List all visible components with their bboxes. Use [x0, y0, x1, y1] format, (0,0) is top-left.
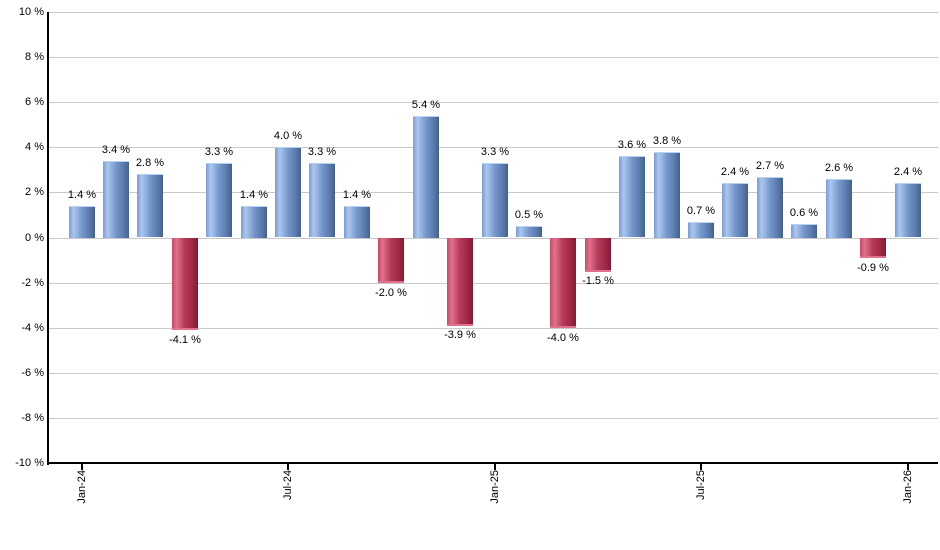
bar-value-label: -4.1 %	[169, 334, 201, 346]
y-axis-tick-label: 0 %	[25, 232, 44, 244]
y-axis-tick-label: 4 %	[25, 141, 44, 153]
y-axis-tick-label: -6 %	[21, 367, 44, 379]
bar-value-label: 3.3 %	[204, 146, 234, 158]
bar-value-label: -2.0 %	[375, 287, 407, 299]
gridline	[49, 418, 938, 419]
bar	[172, 238, 198, 330]
bar-value-label: -0.9 %	[857, 262, 889, 274]
bar	[413, 116, 439, 238]
bar-value-label: -3.9 %	[444, 329, 476, 341]
x-axis-tick-label: Jan-24	[76, 470, 88, 504]
bar	[654, 152, 680, 238]
gridline	[49, 147, 938, 148]
bar	[826, 179, 852, 238]
bar	[69, 206, 95, 238]
gridline	[49, 12, 938, 13]
bar	[344, 206, 370, 238]
bar-value-label: -1.5 %	[582, 275, 614, 287]
bar-value-label: 5.4 %	[411, 99, 441, 111]
bar-value-label: 3.3 %	[480, 146, 510, 158]
bar	[722, 183, 748, 237]
bar	[378, 238, 404, 283]
x-axis-tick	[494, 464, 496, 470]
bar-value-label: 3.6 %	[617, 139, 647, 151]
bar-value-label: -4.0 %	[547, 332, 579, 344]
y-axis-tick-label: 8 %	[25, 51, 44, 63]
bar-value-label: 2.7 %	[755, 160, 785, 172]
y-axis-tick-label: -10 %	[15, 457, 44, 469]
y-axis-tick-label: 6 %	[25, 96, 44, 108]
bar	[550, 238, 576, 328]
gridline	[49, 373, 938, 374]
bar-value-label: 2.4 %	[720, 166, 750, 178]
y-axis-tick-label: -4 %	[21, 322, 44, 334]
bar	[757, 177, 783, 238]
bar	[103, 161, 129, 238]
bar-value-label: 1.4 %	[239, 189, 269, 201]
bar-value-label: 3.8 %	[652, 135, 682, 147]
gridline	[49, 238, 938, 239]
y-axis-tick-label: -8 %	[21, 412, 44, 424]
gridline	[49, 283, 938, 284]
x-axis-tick	[907, 464, 909, 470]
bar	[585, 238, 611, 272]
bar-value-label: 1.4 %	[342, 189, 372, 201]
bar-value-label: 0.7 %	[686, 205, 716, 217]
bar	[275, 147, 301, 237]
bar-value-label: 1.4 %	[67, 189, 97, 201]
bar	[688, 222, 714, 238]
bar-value-label: 3.4 %	[101, 144, 131, 156]
x-axis-tick	[287, 464, 289, 470]
bar	[791, 224, 817, 238]
y-axis-tick-label: -2 %	[21, 277, 44, 289]
y-axis-tick-label: 10 %	[18, 6, 44, 18]
bar-value-label: 2.6 %	[824, 162, 854, 174]
x-axis-tick-label: Jan-26	[902, 470, 914, 504]
bar	[516, 226, 542, 237]
bar-value-label: 2.4 %	[893, 166, 923, 178]
bar	[206, 163, 232, 237]
y-axis-line	[47, 12, 49, 465]
bar	[619, 156, 645, 237]
x-axis-tick-label: Jul-25	[695, 470, 707, 500]
y-axis-tick-label: 2 %	[25, 186, 44, 198]
bar	[482, 163, 508, 237]
bar-value-label: 0.6 %	[789, 207, 819, 219]
bar-value-label: 0.5 %	[514, 209, 544, 221]
bar-value-label: 3.3 %	[307, 146, 337, 158]
bar-value-label: 2.8 %	[135, 157, 165, 169]
bar	[137, 174, 163, 237]
x-axis-line	[47, 462, 938, 464]
bar	[895, 183, 921, 237]
gridline	[49, 102, 938, 103]
bar	[447, 238, 473, 326]
bar	[241, 206, 267, 238]
x-axis-tick	[700, 464, 702, 470]
bar	[309, 163, 335, 237]
x-axis-tick-label: Jan-25	[489, 470, 501, 504]
x-axis-tick	[81, 464, 83, 470]
gridline	[49, 57, 938, 58]
x-axis-tick-label: Jul-24	[282, 470, 294, 500]
gridline	[49, 328, 938, 329]
bar	[860, 238, 886, 258]
bar-value-label: 4.0 %	[273, 130, 303, 142]
